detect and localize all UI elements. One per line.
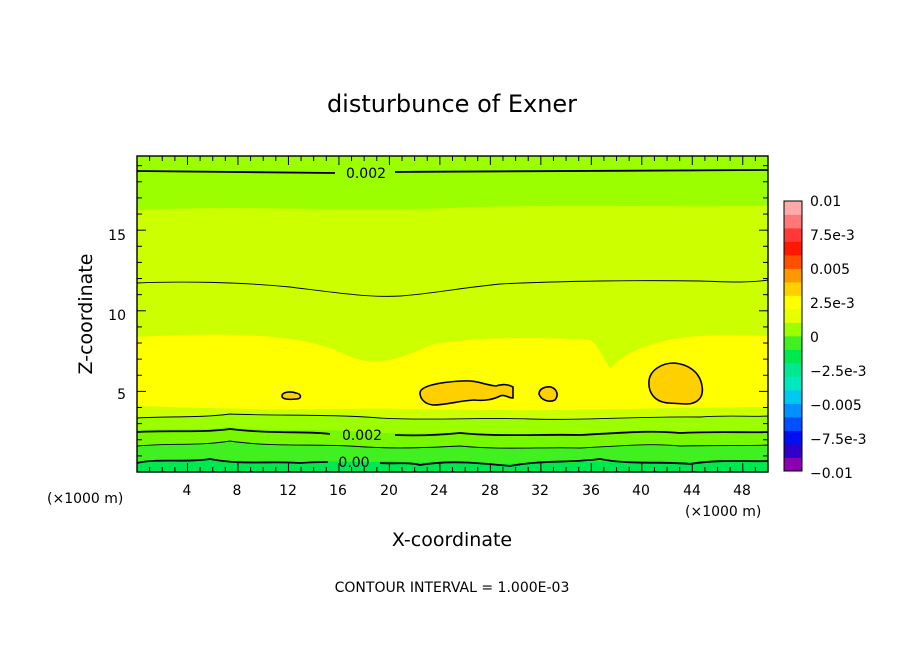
- x-unit-label: (×1000 m): [685, 504, 761, 520]
- colorbar-frame: [783, 200, 803, 472]
- colorbar-label: 2.5e-3: [810, 296, 855, 312]
- x-tick-label: 24: [430, 483, 448, 499]
- colorbar-swatch: [784, 228, 802, 242]
- colorbar-swatch: [784, 349, 802, 364]
- colorbar-label: 0.01: [810, 194, 841, 210]
- colorbar-swatch: [784, 309, 802, 323]
- x-tick-label: 28: [481, 483, 499, 499]
- colorbar-swatch: [784, 268, 802, 283]
- colorbar-swatch: [784, 363, 802, 377]
- cell-2: [419, 380, 514, 406]
- plot-area: 0.002 0.002 0.00: [136, 155, 769, 473]
- colorbar-label: −0.01: [810, 466, 853, 482]
- cell-1: [281, 391, 302, 401]
- x-tick-label: 12: [279, 483, 297, 499]
- colorbar-label: −7.5e-3: [810, 432, 867, 448]
- contour-3e-3-low: [136, 413, 769, 420]
- x-tick-label: 36: [582, 483, 600, 499]
- colorbar-swatch: [784, 241, 802, 256]
- contour-zero: [136, 458, 769, 467]
- colorbar-label: −2.5e-3: [810, 364, 867, 380]
- contour-3e-3: [136, 279, 769, 297]
- z-unit-label: (×1000 m): [47, 491, 123, 507]
- y-tick-label: 15: [108, 228, 126, 244]
- colorbar-label: 0: [810, 330, 819, 346]
- x-tick-label: 48: [733, 483, 751, 499]
- y-tick-labels: 5 10 15: [108, 228, 126, 403]
- tick-marks: [137, 156, 768, 472]
- contour-interval-note: CONTOUR INTERVAL = 1.000E-03: [335, 580, 570, 596]
- cell-3: [538, 386, 558, 402]
- contour-2e-3-top: [136, 169, 769, 174]
- colorbar-swatch: [784, 390, 802, 404]
- x-tick-label: 40: [632, 483, 650, 499]
- colorbar-label: −0.005: [810, 398, 862, 414]
- colorbar-swatch: [784, 322, 802, 337]
- x-axis-label: X-coordinate: [392, 529, 512, 551]
- colorbar-swatch: [784, 457, 802, 472]
- contour-1e-3: [136, 440, 769, 449]
- contour-label-mid: 0.002: [342, 428, 382, 444]
- colorbar-swatch: [784, 430, 802, 445]
- contour-label-zero: 0.00: [338, 455, 369, 471]
- x-tick-label: 8: [233, 483, 242, 499]
- x-tick-label: 16: [329, 483, 347, 499]
- colorbar-swatch: [784, 336, 802, 350]
- colorbar-label: 0.005: [810, 262, 850, 278]
- colorbar-labels: 0.01 7.5e-3 0.005 2.5e-3 0 −2.5e-3 −0.00…: [810, 194, 867, 482]
- colorbar-swatch: [784, 403, 802, 418]
- thick-contours: [136, 169, 769, 467]
- colorbar-swatch: [784, 376, 802, 391]
- y-tick-label: 10: [108, 308, 126, 324]
- colorbar-swatch: [784, 255, 802, 269]
- colorbar-swatch: [784, 417, 802, 431]
- band-9: [137, 156, 768, 210]
- y-tick-label: 5: [117, 387, 126, 403]
- cell-4: [648, 362, 704, 405]
- colorbar-swatch: [784, 214, 802, 229]
- colorbar: [784, 201, 802, 472]
- x-tick-label: 32: [531, 483, 549, 499]
- y-axis-label: Z-coordinate: [75, 254, 97, 375]
- colorbar-swatch: [784, 201, 802, 215]
- colorbar-swatch: [784, 282, 802, 296]
- colorbar-swatch: [784, 444, 802, 458]
- contour-label-top: 0.002: [346, 166, 386, 182]
- band-16: [137, 459, 768, 472]
- x-tick-label: 4: [183, 483, 192, 499]
- x-tick-label: 20: [380, 483, 398, 499]
- colorbar-label: 7.5e-3: [810, 228, 855, 244]
- thin-contours: [136, 279, 769, 449]
- contour-2e-3-low: [136, 428, 769, 437]
- colorbar-swatch: [784, 295, 802, 310]
- chart-title: disturbunce of Exner: [327, 90, 577, 118]
- x-tick-label: 44: [683, 483, 701, 499]
- x-tick-labels: 4 8 12 16 20 24 28 32 36 40 44 48: [183, 483, 751, 499]
